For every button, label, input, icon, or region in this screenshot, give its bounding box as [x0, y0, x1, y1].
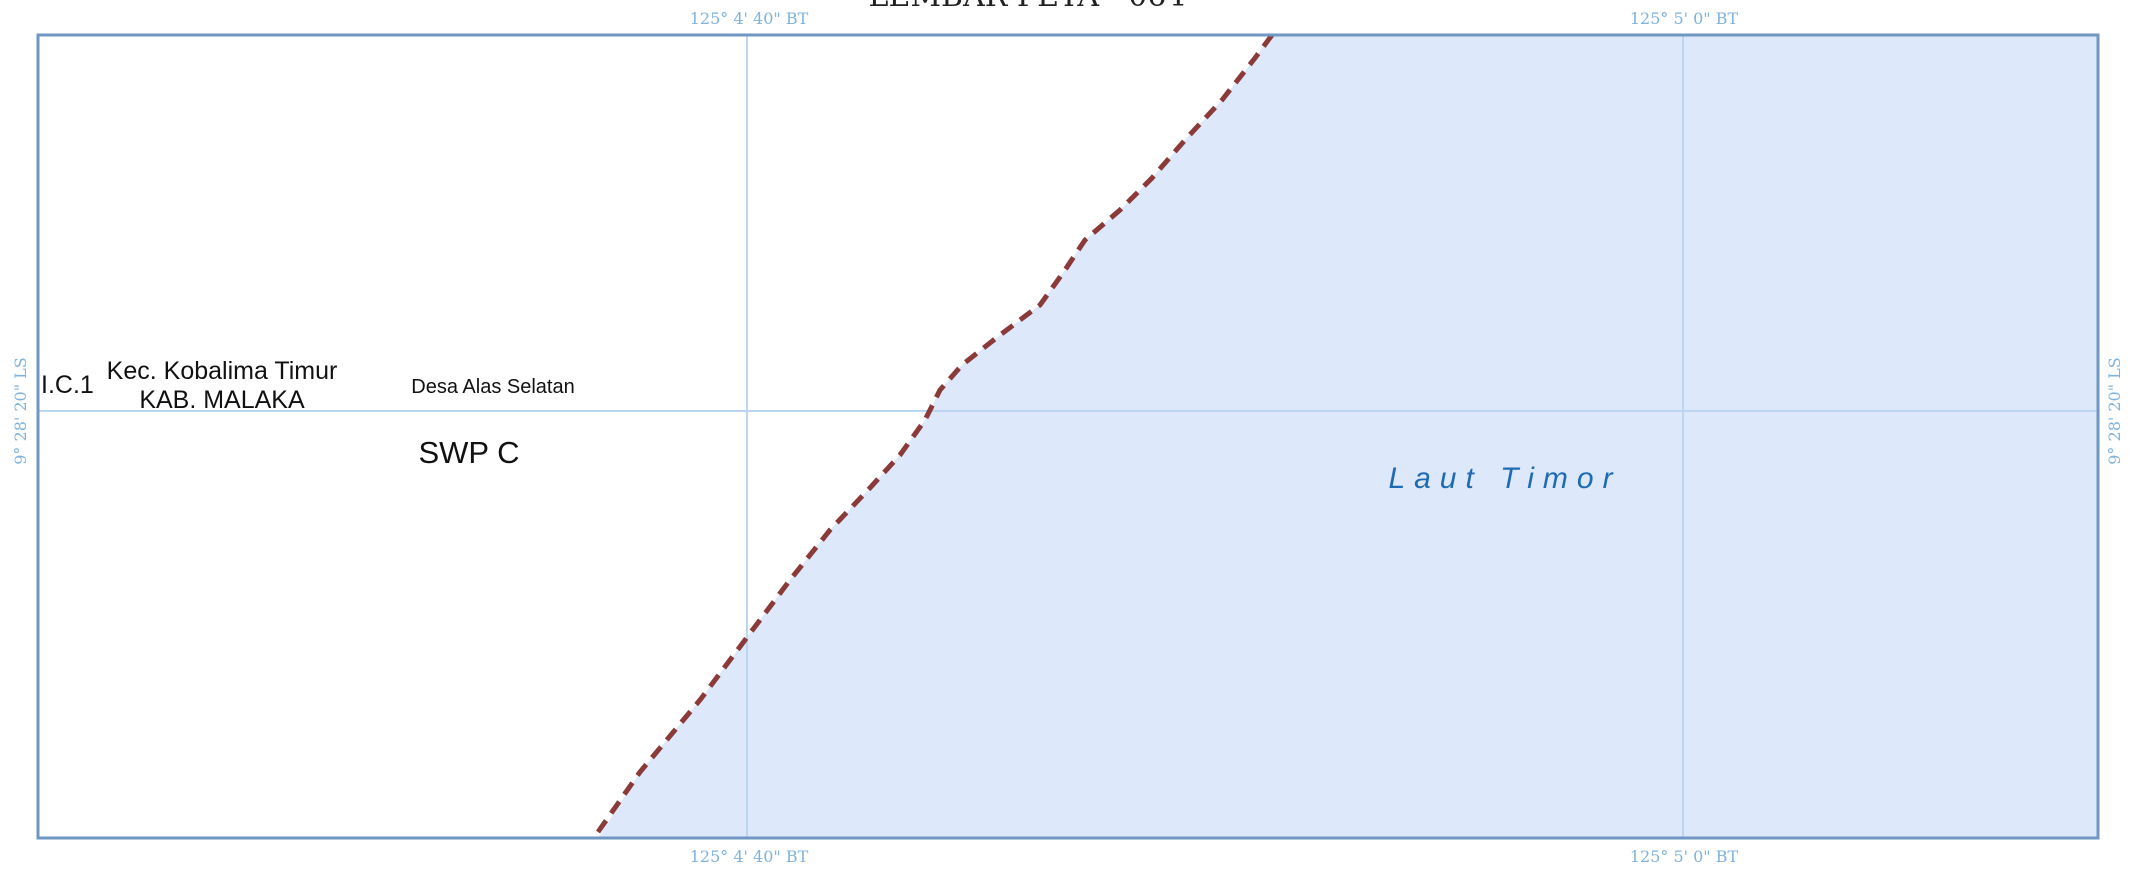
district-label: Kec. Kobalima Timur — [107, 357, 338, 385]
bottom-coord-label-2: 125° 5' 0" BT — [1630, 847, 1739, 866]
zone-code-label: I.C.1 — [41, 371, 94, 399]
regency-label: KAB. MALAKA — [139, 386, 305, 414]
map-frame — [36, 33, 2100, 840]
bottom-coord-label-1: 125° 4' 40" BT — [690, 847, 809, 866]
top-coord-label-1: 125° 4' 40" BT — [690, 9, 809, 28]
boundary-line — [595, 33, 1275, 834]
sea-label: Laut Timor — [1388, 462, 1621, 495]
sea-area — [598, 35, 2098, 838]
top-coord-label-2: 125° 5' 0" BT — [1630, 9, 1739, 28]
village-label: Desa Alas Selatan — [411, 376, 574, 398]
planning-unit-label: SWP C — [418, 435, 519, 470]
left-coord-label: 9° 28' 20" LS — [11, 357, 30, 465]
right-coord-label: 9° 28' 20" LS — [2105, 357, 2124, 465]
sheet-title: LEMBAR PETA - 064 — [869, 0, 1186, 14]
